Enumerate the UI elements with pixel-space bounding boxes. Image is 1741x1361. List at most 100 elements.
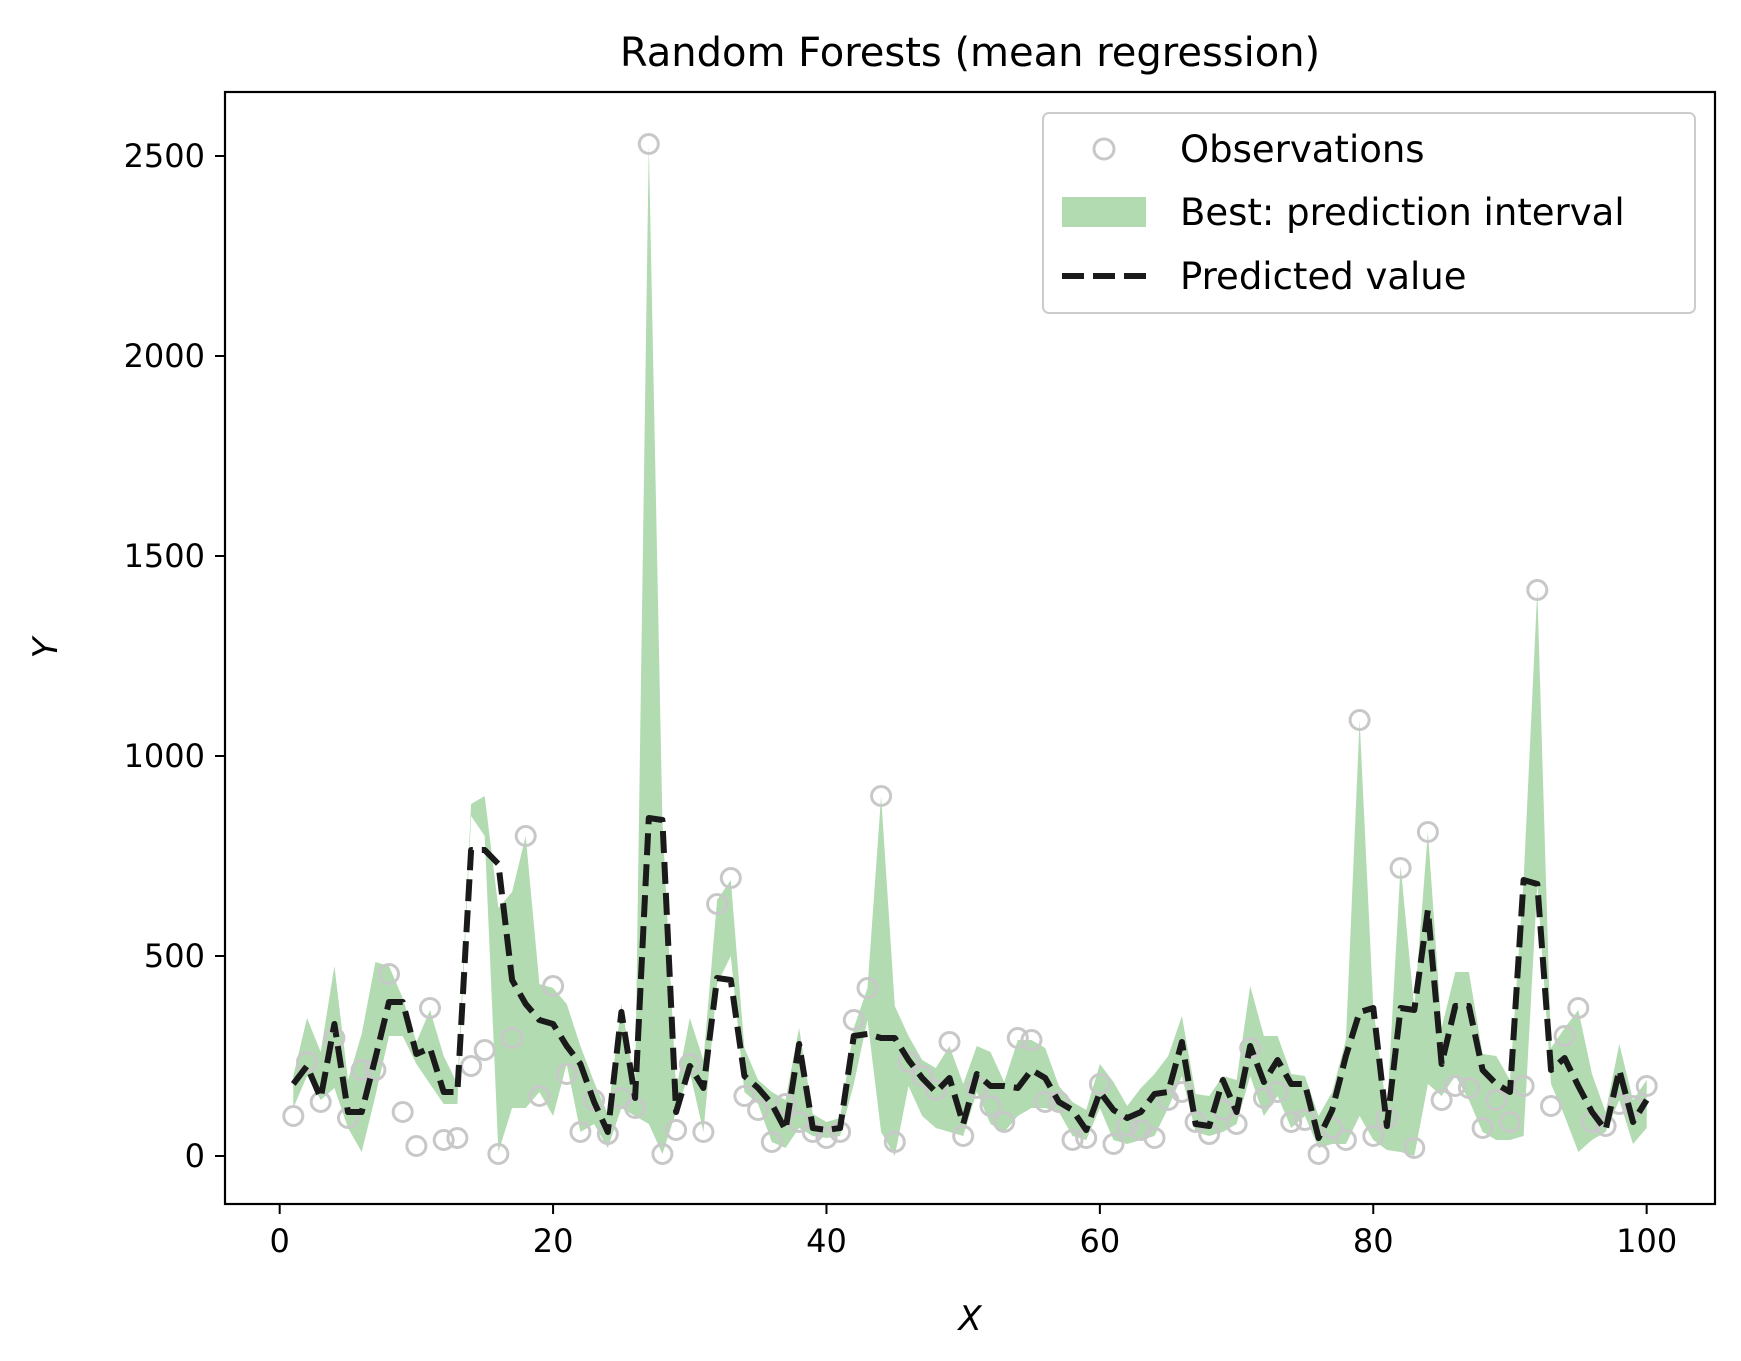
observation-point — [1321, 1117, 1344, 1139]
observation-point — [1416, 821, 1439, 843]
observation-point — [1457, 1077, 1480, 1099]
observation-point — [1553, 1025, 1576, 1047]
legend-box — [1042, 112, 1696, 314]
x-axis-ticks: 0 20 40 60 80 100 — [269, 1204, 1677, 1260]
observation-point — [1485, 1089, 1508, 1111]
axes-frame — [223, 90, 1717, 1206]
observation-point — [1034, 1091, 1057, 1113]
observation-point — [1594, 1115, 1617, 1137]
observation-point — [473, 1039, 496, 1061]
legend: Observations Best: prediction interval P… — [1042, 112, 1696, 314]
observation-point — [747, 1099, 770, 1121]
y-axis-ticks: 0 500 1000 1500 2000 2500 — [124, 137, 225, 1175]
y-axis-label: Y — [26, 635, 66, 658]
x-tick-label: 100 — [1616, 1222, 1677, 1260]
observation-point — [487, 1143, 510, 1165]
observation-point — [583, 1089, 606, 1111]
observation-point — [870, 785, 893, 807]
observations-layer — [282, 133, 1658, 1165]
x-tick-label: 80 — [1353, 1222, 1394, 1260]
chart-title: Random Forests (mean regression) — [620, 30, 1320, 76]
observation-point — [1348, 709, 1371, 731]
legend-observations-label: Observations — [1180, 128, 1425, 171]
observation-point — [815, 1127, 838, 1149]
observation-point — [1430, 1089, 1453, 1111]
legend-interval-swatch — [1062, 197, 1146, 227]
observation-point — [665, 1119, 688, 1141]
observation-point — [555, 1063, 578, 1085]
y-tick-label: 1000 — [124, 737, 205, 775]
prediction-interval-band — [293, 144, 1647, 1156]
observation-point — [1403, 1137, 1426, 1159]
observation-point — [1444, 1075, 1467, 1097]
legend-prediction-label: Predicted value — [1180, 255, 1467, 298]
observation-point — [1252, 1087, 1275, 1109]
x-tick-label: 0 — [269, 1222, 289, 1260]
observation-point — [419, 997, 441, 1019]
observation-point — [528, 1085, 551, 1107]
observation-point — [1102, 1133, 1125, 1155]
observation-point — [446, 1127, 469, 1149]
observation-point — [1635, 1075, 1658, 1097]
observation-point — [296, 1051, 318, 1073]
observation-point — [856, 977, 879, 999]
observation-point — [282, 1105, 305, 1127]
x-tick-label: 20 — [533, 1222, 574, 1260]
observation-point — [1567, 997, 1590, 1019]
observation-point — [760, 1131, 783, 1153]
observation-point — [651, 1143, 674, 1165]
observation-point — [378, 963, 400, 985]
x-tick-label: 40 — [806, 1222, 847, 1260]
observation-point — [432, 1129, 455, 1151]
observation-point — [1143, 1127, 1166, 1149]
observation-point — [405, 1135, 428, 1157]
legend-observations-marker — [1092, 137, 1116, 161]
observation-point — [1540, 1095, 1562, 1117]
observation-point — [842, 1009, 865, 1031]
observation-point — [1280, 1111, 1303, 1133]
observation-point — [542, 975, 565, 997]
observation-point — [1334, 1129, 1357, 1151]
observation-point — [1006, 1027, 1029, 1049]
plot-area — [282, 133, 1658, 1165]
y-tick-label: 2500 — [124, 137, 205, 175]
observation-point — [1061, 1129, 1084, 1151]
predicted-value-line — [290, 815, 1650, 1141]
observation-point — [692, 1121, 715, 1143]
y-tick-label: 1500 — [124, 537, 205, 575]
observation-point — [1266, 1081, 1289, 1103]
observation-point — [1362, 1125, 1385, 1147]
observation-point — [1307, 1143, 1330, 1165]
observation-point — [719, 867, 742, 889]
observation-point — [501, 1027, 524, 1049]
observation-point — [637, 133, 660, 155]
observation-point — [1471, 1117, 1494, 1139]
observation-point — [1020, 1029, 1043, 1051]
observation-point — [1088, 1073, 1111, 1095]
observation-point — [733, 1085, 756, 1107]
observation-point — [924, 1079, 947, 1101]
x-axis-label: X — [956, 1299, 982, 1339]
observation-point — [1184, 1111, 1207, 1133]
observation-point — [911, 1065, 934, 1087]
observation-point — [706, 893, 729, 915]
observation-point — [952, 1125, 975, 1147]
observation-point — [993, 1111, 1016, 1133]
y-tick-label: 500 — [144, 937, 205, 975]
x-tick-label: 60 — [1080, 1222, 1121, 1260]
y-tick-label: 2000 — [124, 337, 205, 375]
observation-point — [883, 1131, 906, 1153]
observation-point — [1389, 857, 1412, 879]
legend-interval-label: Best: prediction interval — [1180, 191, 1625, 234]
observation-point — [350, 1059, 373, 1081]
observation-point — [1047, 1091, 1070, 1113]
observation-point — [391, 1101, 414, 1123]
observation-point — [1499, 1111, 1521, 1133]
y-tick-label: 0 — [185, 1137, 205, 1175]
observation-point — [569, 1121, 592, 1143]
observation-point — [1526, 579, 1549, 601]
observation-point — [979, 1095, 1002, 1117]
observation-point — [514, 825, 537, 847]
observation-point — [897, 1051, 920, 1073]
